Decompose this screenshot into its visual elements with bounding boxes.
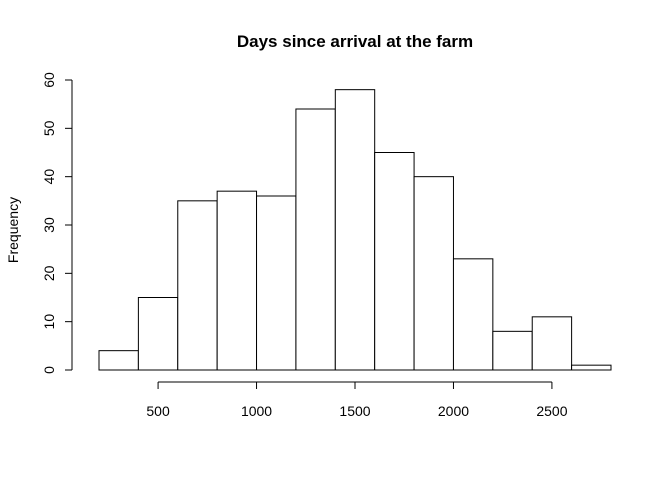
histogram-bar (374, 152, 415, 371)
histogram-bar (413, 176, 454, 371)
x-tick-label: 2000 (438, 403, 469, 419)
histogram-bar (256, 195, 297, 371)
y-tick-label: 40 (41, 169, 57, 185)
y-tick-label: 30 (41, 217, 57, 233)
y-tick-label: 20 (41, 265, 57, 281)
x-tick-label: 1500 (339, 403, 370, 419)
histogram-bar (452, 258, 494, 371)
histogram-bar (216, 190, 258, 371)
x-tick-label: 500 (146, 403, 170, 419)
bars-group (98, 89, 612, 371)
y-tick-label: 60 (41, 72, 57, 88)
histogram-bar (334, 89, 376, 371)
histogram-bar (531, 316, 573, 371)
histogram-bar (177, 200, 218, 371)
histogram-bar (492, 330, 533, 371)
histogram-bar (98, 350, 139, 371)
histogram-bar (571, 364, 612, 371)
chart-title: Days since arrival at the farm (237, 32, 473, 51)
histogram-bar (137, 297, 179, 371)
y-axis: 0 10 20 30 40 50 60 (41, 72, 73, 374)
y-tick-label: 10 (41, 314, 57, 330)
histogram-bar (295, 108, 336, 371)
y-axis-label: Frequency (5, 197, 21, 263)
y-tick-label: 50 (41, 120, 57, 136)
y-tick-label: 0 (41, 366, 57, 374)
x-axis: 500 1000 1500 2000 2500 (146, 381, 568, 419)
x-tick-label: 2500 (536, 403, 567, 419)
x-tick-label: 1000 (241, 403, 272, 419)
